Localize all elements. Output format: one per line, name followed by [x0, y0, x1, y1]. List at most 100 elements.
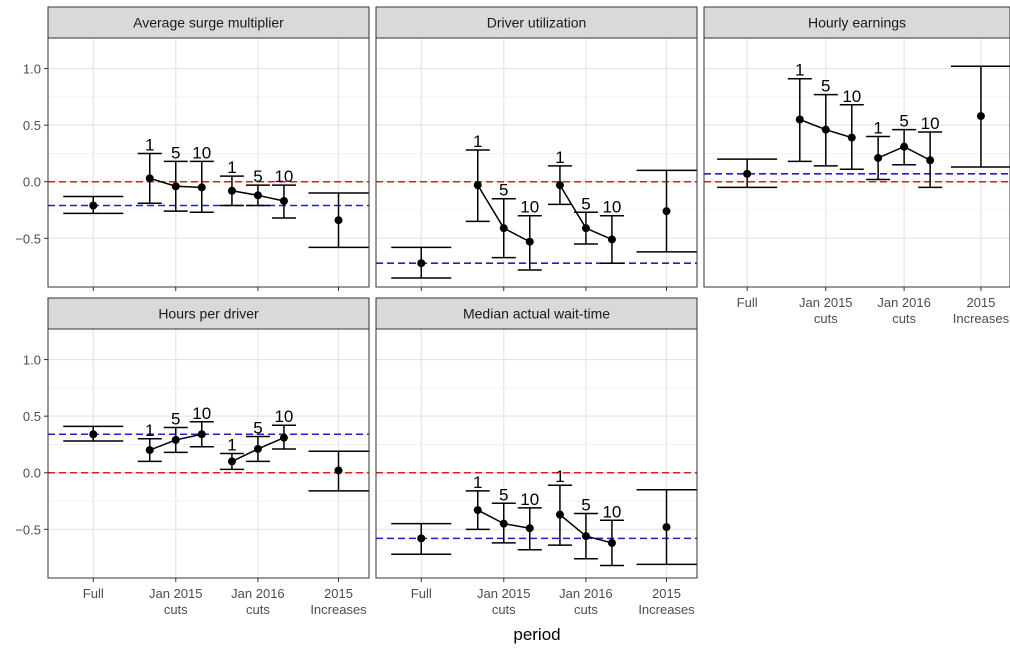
jan2016-window-5-point [253, 444, 262, 453]
x-tick-label-jan2015: Jan 2015 [799, 295, 853, 310]
y-tick-label: 0.5 [23, 118, 41, 133]
jan2016-window-10-point [607, 538, 616, 547]
jan2016-window-1-point [555, 510, 564, 519]
y-tick-label: −0.5 [15, 522, 41, 537]
jan2016-window-1-point [874, 153, 883, 162]
jan2015-window-1-point [795, 115, 804, 124]
jan2016-window-10-point [607, 235, 616, 244]
jan2016-window-label: 5 [253, 167, 262, 186]
jan2015-window-1-point [145, 446, 154, 455]
jan2016-window-label: 10 [274, 167, 293, 186]
jan2016-window-5-point [253, 191, 262, 200]
jan2015-window-10-point [197, 183, 206, 192]
x-axis-title: period [513, 625, 560, 644]
x-tick-label-jan2015: cuts [492, 602, 516, 617]
jan2015-window-label: 5 [171, 143, 180, 162]
panel-border [703, 37, 1010, 288]
facet-title: Median actual wait-time [463, 306, 610, 322]
jan2016-window-5-point [581, 532, 590, 541]
jan2016-window-label: 5 [253, 419, 262, 438]
jan2015-window-label: 1 [795, 61, 804, 80]
facet-panel-2: Driver utilization15101510FullJan 2015cu… [375, 6, 698, 326]
jan2015-window-1-point [473, 181, 482, 190]
full-estimate-point [89, 201, 98, 210]
jan2015-window-label: 10 [192, 143, 211, 162]
jan2015-window-label: 10 [192, 404, 211, 423]
facet-strip [375, 6, 698, 39]
jan2016-window-10-point [279, 196, 288, 205]
full-estimate-point [89, 430, 98, 439]
jan2015-window-5-point [171, 435, 180, 444]
jan2015-window-5-point [499, 519, 508, 528]
jan2015-window-label: 10 [520, 198, 539, 217]
jan2015-window-5-point [821, 125, 830, 134]
facet-title: Hours per driver [158, 306, 259, 322]
x-tick-label-jan2016: cuts [574, 602, 598, 617]
jan2016-window-10-point [926, 156, 935, 165]
x-tick-label-jan2016: cuts [892, 311, 916, 326]
x-tick-label-inc2015: Increases [310, 602, 367, 617]
jan2016-window-label: 10 [602, 198, 621, 217]
y-tick-label: 1.0 [23, 62, 41, 77]
jan2015-window-label: 5 [171, 409, 180, 428]
facet-strip [703, 6, 1010, 39]
x-tick-label-jan2015: cuts [164, 602, 188, 617]
jan2016-window-label: 10 [921, 114, 940, 133]
y-tick-label: −0.5 [15, 231, 41, 246]
jan2016-window-label: 10 [274, 407, 293, 426]
y-tick-label: 0.5 [23, 409, 41, 424]
jan2015-window-label: 1 [145, 135, 154, 154]
jan2016-window-label: 1 [873, 118, 882, 137]
jan2016-window-label: 1 [227, 436, 236, 455]
jan2015-window-1-point [145, 174, 154, 183]
x-tick-label-inc2015: Increases [638, 602, 695, 617]
jan2015-window-10-point [197, 430, 206, 439]
jan2015-window-5-point [171, 182, 180, 191]
x-tick-label-jan2015: cuts [814, 311, 838, 326]
jan2015-window-10-point [847, 133, 856, 142]
jan2015-window-label: 1 [145, 421, 154, 440]
jan2016-window-5-point [581, 224, 590, 233]
jan2016-window-label: 1 [555, 467, 564, 486]
facet-title: Hourly earnings [808, 15, 906, 31]
x-tick-label-jan2015: Jan 2015 [149, 586, 203, 601]
jan2016-window-label: 1 [227, 158, 236, 177]
x-tick-label-jan2016: cuts [246, 602, 270, 617]
jan2015-window-10-point [525, 237, 534, 246]
jan2015-window-label: 1 [473, 132, 482, 151]
jan2016-window-label: 5 [581, 194, 590, 213]
increases-estimate-point [334, 466, 343, 475]
facet-strip [47, 6, 370, 39]
x-tick-label-full: Full [737, 295, 758, 310]
jan2015-window-label: 5 [499, 181, 508, 200]
facet-strip [375, 297, 698, 330]
x-tick-label-full: Full [83, 586, 104, 601]
x-tick-label-full: Full [411, 586, 432, 601]
x-tick-label-inc2015: Increases [953, 311, 1010, 326]
panel-border [47, 37, 370, 288]
jan2016-window-10-point [279, 433, 288, 442]
y-tick-label: 0.0 [23, 466, 41, 481]
panel-border [47, 328, 370, 579]
full-estimate-point [417, 259, 426, 268]
y-tick-label: 0.0 [23, 175, 41, 190]
jan2016-window-1-point [227, 457, 236, 466]
jan2015-window-1-point [473, 506, 482, 515]
jan2016-window-label: 10 [602, 502, 621, 521]
facet-title: Average surge multiplier [133, 15, 284, 31]
jan2015-window-5-point [499, 224, 508, 233]
jan2016-window-label: 5 [899, 112, 908, 131]
full-estimate-point [743, 169, 752, 178]
x-tick-label-jan2015: Jan 2015 [477, 586, 531, 601]
increases-estimate-point [662, 207, 671, 216]
increases-estimate-point [334, 216, 343, 225]
x-tick-label-jan2016: Jan 2016 [559, 586, 613, 601]
y-tick-label: 1.0 [23, 353, 41, 368]
jan2015-window-label: 1 [473, 473, 482, 492]
increases-estimate-point [662, 523, 671, 532]
jan2015-window-label: 5 [499, 485, 508, 504]
